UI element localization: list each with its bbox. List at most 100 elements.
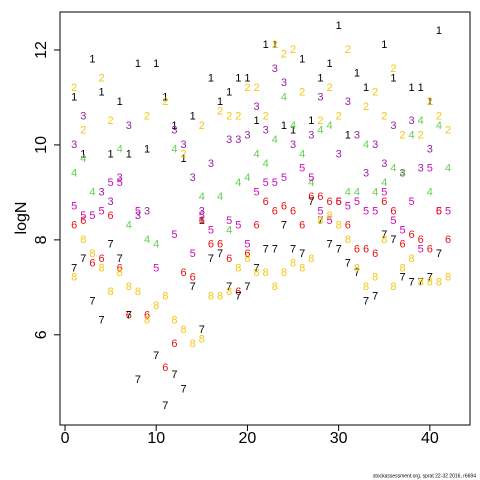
point-label: 1 xyxy=(208,72,214,84)
point-label: 5 xyxy=(354,196,360,208)
point-label: 3 xyxy=(144,205,150,217)
point-label: 2 xyxy=(336,110,342,122)
point-label: 2 xyxy=(390,63,396,75)
point-label: 1 xyxy=(162,91,168,103)
point-label: 7 xyxy=(418,276,424,288)
point-label: 8 xyxy=(190,338,196,350)
point-label: 8 xyxy=(126,281,132,293)
point-label: 3 xyxy=(317,91,323,103)
point-label: 7 xyxy=(326,239,332,251)
point-label: 5 xyxy=(326,215,332,227)
point-label: 8 xyxy=(281,267,287,279)
point-label: 7 xyxy=(80,253,86,265)
point-label: 5 xyxy=(263,177,269,189)
point-label: 8 xyxy=(409,253,415,265)
point-label: 4 xyxy=(263,158,269,170)
point-label: 4 xyxy=(345,186,351,198)
point-label: 4 xyxy=(71,167,77,179)
point-label: 7 xyxy=(399,272,405,284)
point-label: 2 xyxy=(162,96,168,108)
point-label: 2 xyxy=(281,49,287,61)
point-label: 3 xyxy=(427,144,433,156)
point-label: 4 xyxy=(126,220,132,232)
point-label: 8 xyxy=(345,234,351,246)
point-label: 8 xyxy=(445,272,451,284)
point-label: 3 xyxy=(98,186,104,198)
point-label: 1 xyxy=(336,20,342,32)
point-label: 7 xyxy=(372,291,378,303)
point-label: 8 xyxy=(89,248,95,260)
point-label: 6 xyxy=(409,229,415,241)
point-label: 1 xyxy=(263,39,269,51)
x-tick-label: 20 xyxy=(239,430,257,447)
point-label: 5 xyxy=(108,177,114,189)
point-label: 3 xyxy=(135,210,141,222)
point-label: 1 xyxy=(281,120,287,132)
point-label: 3 xyxy=(108,196,114,208)
point-label: 7 xyxy=(345,258,351,270)
point-label: 8 xyxy=(181,324,187,336)
point-label: 2 xyxy=(71,82,77,94)
y-tick-label: 6 xyxy=(33,330,50,339)
point-label: 1 xyxy=(226,87,232,99)
point-label: 2 xyxy=(217,106,223,118)
point-label: 1 xyxy=(71,91,77,103)
point-label: 5 xyxy=(336,196,342,208)
point-label: 5 xyxy=(399,224,405,236)
point-label: 8 xyxy=(381,234,387,246)
point-label: 6 xyxy=(117,262,123,274)
point-label: 4 xyxy=(281,91,287,103)
point-label: 5 xyxy=(208,224,214,236)
point-label: 7 xyxy=(89,295,95,307)
point-label: 3 xyxy=(399,167,405,179)
point-label: 5 xyxy=(363,205,369,217)
point-label: 6 xyxy=(89,258,95,270)
point-label: 3 xyxy=(80,110,86,122)
point-label: 7 xyxy=(199,324,205,336)
point-label: 1 xyxy=(126,148,132,160)
point-label: 5 xyxy=(226,215,232,227)
point-label: 6 xyxy=(226,253,232,265)
point-label: 8 xyxy=(244,253,250,265)
point-label: 8 xyxy=(427,276,433,288)
point-label: 7 xyxy=(98,314,104,326)
point-label: 7 xyxy=(427,272,433,284)
point-label: 1 xyxy=(254,115,260,127)
point-label: 1 xyxy=(171,120,177,132)
point-label: 3 xyxy=(363,167,369,179)
point-label: 1 xyxy=(144,144,150,156)
point-label: 7 xyxy=(363,295,369,307)
point-label: 2 xyxy=(235,110,241,122)
point-label: 5 xyxy=(418,243,424,255)
point-label: 5 xyxy=(89,210,95,222)
point-label: 8 xyxy=(336,220,342,232)
point-label: 1 xyxy=(190,110,196,122)
point-label: 2 xyxy=(427,96,433,108)
point-label: 8 xyxy=(153,300,159,312)
point-label: 8 xyxy=(208,291,214,303)
point-label: 2 xyxy=(372,87,378,99)
point-label: 1 xyxy=(390,72,396,84)
point-label: 8 xyxy=(162,291,168,303)
point-label: 4 xyxy=(445,163,451,175)
point-label: 8 xyxy=(363,281,369,293)
point-label: 5 xyxy=(190,248,196,260)
point-label: 4 xyxy=(326,120,332,132)
point-label: 8 xyxy=(390,281,396,293)
point-label: 7 xyxy=(381,229,387,241)
point-label: 3 xyxy=(71,139,77,151)
point-label: 3 xyxy=(254,101,260,113)
point-label: 3 xyxy=(117,172,123,184)
point-label: 5 xyxy=(390,215,396,227)
point-label: 8 xyxy=(299,262,305,274)
y-tick-label: 10 xyxy=(33,136,50,154)
point-label: 4 xyxy=(117,144,123,156)
point-label: 1 xyxy=(299,53,305,65)
point-label: 5 xyxy=(317,205,323,217)
point-label: 7 xyxy=(71,262,77,274)
point-label: 8 xyxy=(399,262,405,274)
point-label: 1 xyxy=(436,25,442,37)
point-label: 8 xyxy=(199,333,205,345)
point-label: 6 xyxy=(317,191,323,203)
point-label: 5 xyxy=(80,210,86,222)
